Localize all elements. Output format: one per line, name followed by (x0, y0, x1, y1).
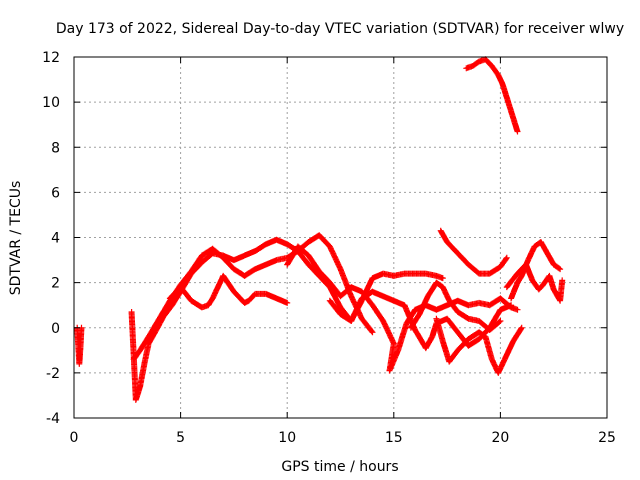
data-marks (74, 56, 566, 403)
y-tick-label: 8 (51, 140, 60, 156)
y-axis-label: SDTVAR / TECUs (8, 181, 24, 296)
y-tick-label: 10 (42, 95, 60, 111)
series-track-l (463, 56, 521, 135)
plus-markers (166, 272, 291, 311)
x-tick-label: 15 (385, 430, 403, 446)
x-axis-label: GPS time / hours (281, 459, 398, 475)
plus-markers (503, 261, 566, 304)
series-track-e (284, 243, 521, 374)
plus-markers (128, 232, 376, 403)
series-track-a (74, 324, 85, 367)
x-tick-label: 10 (278, 430, 296, 446)
plus-markers (433, 315, 525, 376)
series-track-b (128, 232, 376, 403)
y-tick-label: 12 (42, 50, 60, 66)
series-track-d (166, 272, 291, 311)
plus-markers (407, 279, 504, 333)
x-tick-label: 20 (491, 430, 509, 446)
series-track-i (437, 227, 510, 277)
y-tick-label: 4 (51, 231, 60, 247)
y-tick-label: 2 (51, 276, 60, 292)
y-tick-label: -2 (46, 366, 60, 382)
plus-markers (74, 324, 85, 367)
grid (74, 57, 607, 418)
y-axis-ticks: -4 -2 0 2 4 6 8 10 12 (42, 50, 607, 427)
plus-markers (284, 243, 521, 374)
series-track-k (503, 261, 566, 304)
series-track-g (407, 279, 504, 333)
y-tick-label: 6 (51, 185, 60, 201)
plus-markers (437, 227, 510, 277)
y-tick-label: 0 (51, 321, 60, 337)
x-tick-label: 5 (176, 430, 185, 446)
plus-markers (463, 56, 521, 135)
y-tick-label: -4 (46, 411, 60, 427)
x-axis-ticks: 0 5 10 15 20 25 (70, 57, 616, 446)
chart-title: Day 173 of 2022, Sidereal Day-to-day VTE… (56, 21, 624, 37)
x-tick-label: 25 (598, 430, 616, 446)
series-track-h (433, 315, 525, 376)
x-tick-label: 0 (70, 430, 79, 446)
